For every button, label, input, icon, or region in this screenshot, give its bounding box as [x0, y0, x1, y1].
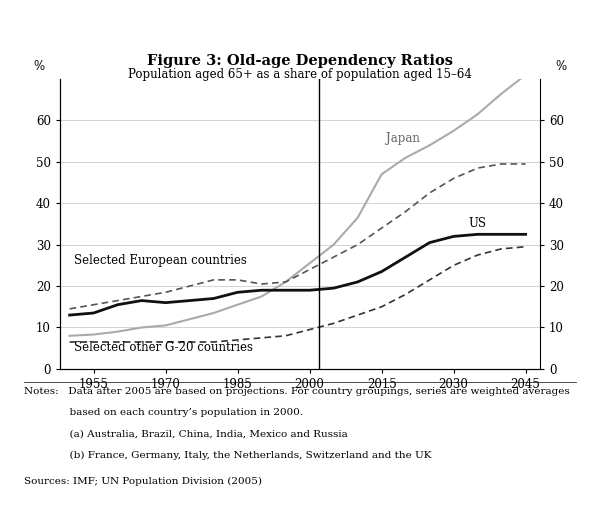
Text: Figure 3: Old-age Dependency Ratios: Figure 3: Old-age Dependency Ratios: [147, 54, 453, 67]
Text: US: US: [468, 217, 486, 230]
Text: (a) Australia, Brazil, China, India, Mexico and Russia: (a) Australia, Brazil, China, India, Mex…: [24, 430, 348, 438]
Text: Selected European countries: Selected European countries: [74, 255, 247, 267]
Text: Sources: IMF; UN Population Division (2005): Sources: IMF; UN Population Division (20…: [24, 477, 262, 486]
Text: based on each country’s population in 2000.: based on each country’s population in 20…: [24, 408, 303, 417]
Text: Japan: Japan: [386, 132, 420, 145]
Text: (b) France, Germany, Italy, the Netherlands, Switzerland and the UK: (b) France, Germany, Italy, the Netherla…: [24, 451, 431, 460]
Text: %: %: [34, 60, 45, 73]
Text: Notes:   Data after 2005 are based on projections. For country groupings, series: Notes: Data after 2005 are based on proj…: [24, 387, 570, 396]
Text: Population aged 65+ as a share of population aged 15–64: Population aged 65+ as a share of popula…: [128, 69, 472, 81]
Text: Selected other G-20 countries: Selected other G-20 countries: [74, 341, 253, 354]
Text: %: %: [555, 60, 566, 73]
